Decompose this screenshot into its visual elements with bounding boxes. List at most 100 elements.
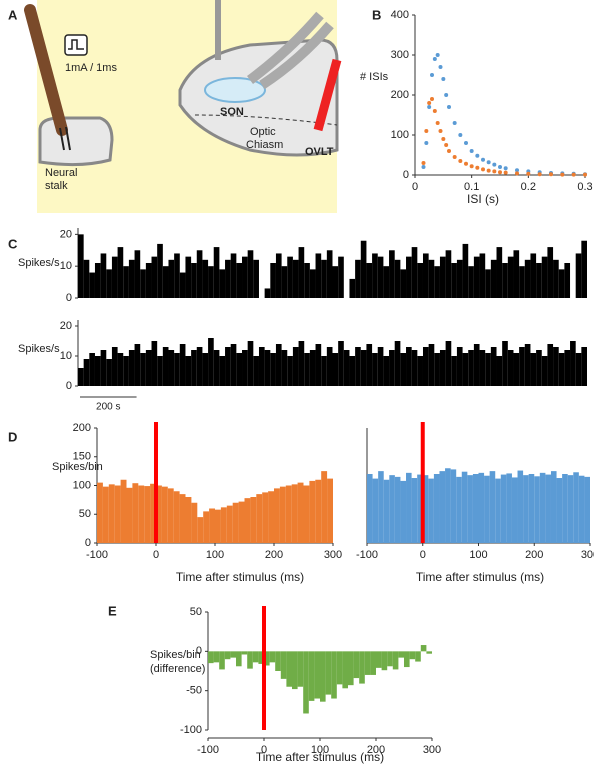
bar	[168, 350, 175, 386]
bar	[89, 353, 95, 386]
x-axis-label: ISI (s)	[467, 192, 499, 206]
bar	[524, 344, 531, 386]
bar	[558, 353, 565, 386]
bar	[250, 497, 257, 543]
bar	[247, 341, 254, 386]
bar	[100, 253, 107, 298]
scatter-point	[435, 53, 440, 57]
bar	[226, 505, 233, 543]
bar	[225, 347, 231, 386]
y-tick-label: 400	[391, 9, 409, 21]
bar	[415, 651, 421, 662]
bar	[134, 344, 141, 386]
bar	[553, 347, 559, 386]
bar	[473, 344, 480, 386]
bar	[372, 478, 379, 543]
bar	[422, 253, 429, 298]
bar	[417, 263, 423, 298]
scatter-point	[427, 105, 432, 109]
son-region	[204, 77, 266, 103]
bar	[383, 266, 390, 298]
bar	[114, 485, 121, 543]
bar	[406, 472, 412, 543]
bar	[575, 253, 582, 298]
bar	[185, 356, 192, 386]
bar	[502, 263, 508, 298]
bar	[377, 256, 384, 298]
bar	[394, 476, 401, 543]
scatter-point	[475, 153, 480, 158]
y-tick-label: 300	[391, 49, 409, 61]
x-tick-label: 200	[265, 549, 283, 561]
bar	[197, 517, 204, 543]
y-tick-label: 0	[66, 380, 72, 392]
bar	[536, 263, 542, 298]
scatter-point	[498, 170, 502, 175]
scatter-point	[432, 57, 437, 61]
bar	[202, 353, 209, 386]
scatter-point	[492, 169, 497, 174]
bar	[360, 240, 367, 298]
x-tick-label: 0	[153, 549, 159, 561]
bar	[450, 469, 457, 543]
scatter-point	[469, 164, 474, 169]
bar	[530, 353, 537, 386]
bar	[325, 651, 332, 695]
bar	[297, 651, 304, 687]
scatter-point	[549, 172, 553, 177]
bar	[213, 350, 220, 386]
panel-letter: C	[8, 236, 18, 251]
bar	[281, 350, 288, 386]
bar	[230, 344, 237, 386]
y-tick-label: 20	[60, 228, 72, 240]
bar	[208, 266, 214, 298]
bar	[528, 474, 535, 543]
bar	[287, 256, 293, 298]
x-tick-label: 300	[423, 744, 441, 756]
scatter-point	[486, 160, 491, 165]
bar	[426, 651, 432, 654]
x-tick-label: 0	[420, 549, 426, 561]
bar	[303, 651, 309, 714]
bar	[140, 353, 146, 386]
bar	[359, 651, 365, 684]
bar	[331, 651, 337, 699]
bar	[140, 269, 146, 298]
bar	[473, 256, 480, 298]
x-tick-label: 0.3	[577, 181, 592, 193]
scatter-point	[537, 172, 542, 177]
bar	[174, 253, 180, 298]
bar	[578, 475, 585, 543]
bar	[428, 259, 435, 298]
bar	[530, 253, 537, 298]
bar	[252, 651, 259, 663]
x-tick-label: 0.1	[464, 181, 479, 193]
diagram-label: OVLT	[305, 146, 334, 158]
x-tick-label: 0	[412, 181, 418, 193]
bar	[247, 651, 253, 669]
bar	[208, 651, 214, 664]
bar	[556, 478, 563, 543]
bar	[292, 347, 299, 386]
bar	[439, 256, 446, 298]
bar	[256, 494, 263, 543]
y-axis-label: # ISIs	[360, 71, 389, 83]
bar	[132, 483, 139, 543]
bar	[304, 263, 310, 298]
bar	[174, 353, 180, 386]
x-axis-label: Time after stimulus (ms)	[416, 570, 544, 584]
scatter-point	[452, 155, 457, 159]
neural-stalk	[38, 116, 114, 167]
bar	[269, 651, 276, 663]
scatter-point	[452, 121, 457, 125]
bar	[378, 471, 384, 543]
bar	[203, 511, 210, 543]
bar	[507, 350, 514, 386]
bar	[462, 243, 469, 298]
y-tick-label: 20	[60, 320, 72, 332]
bar	[78, 368, 84, 386]
bar	[496, 356, 503, 386]
pulse-icon	[64, 34, 88, 56]
x-tick-label: 300	[324, 549, 342, 561]
panel-letter: D	[8, 429, 17, 444]
